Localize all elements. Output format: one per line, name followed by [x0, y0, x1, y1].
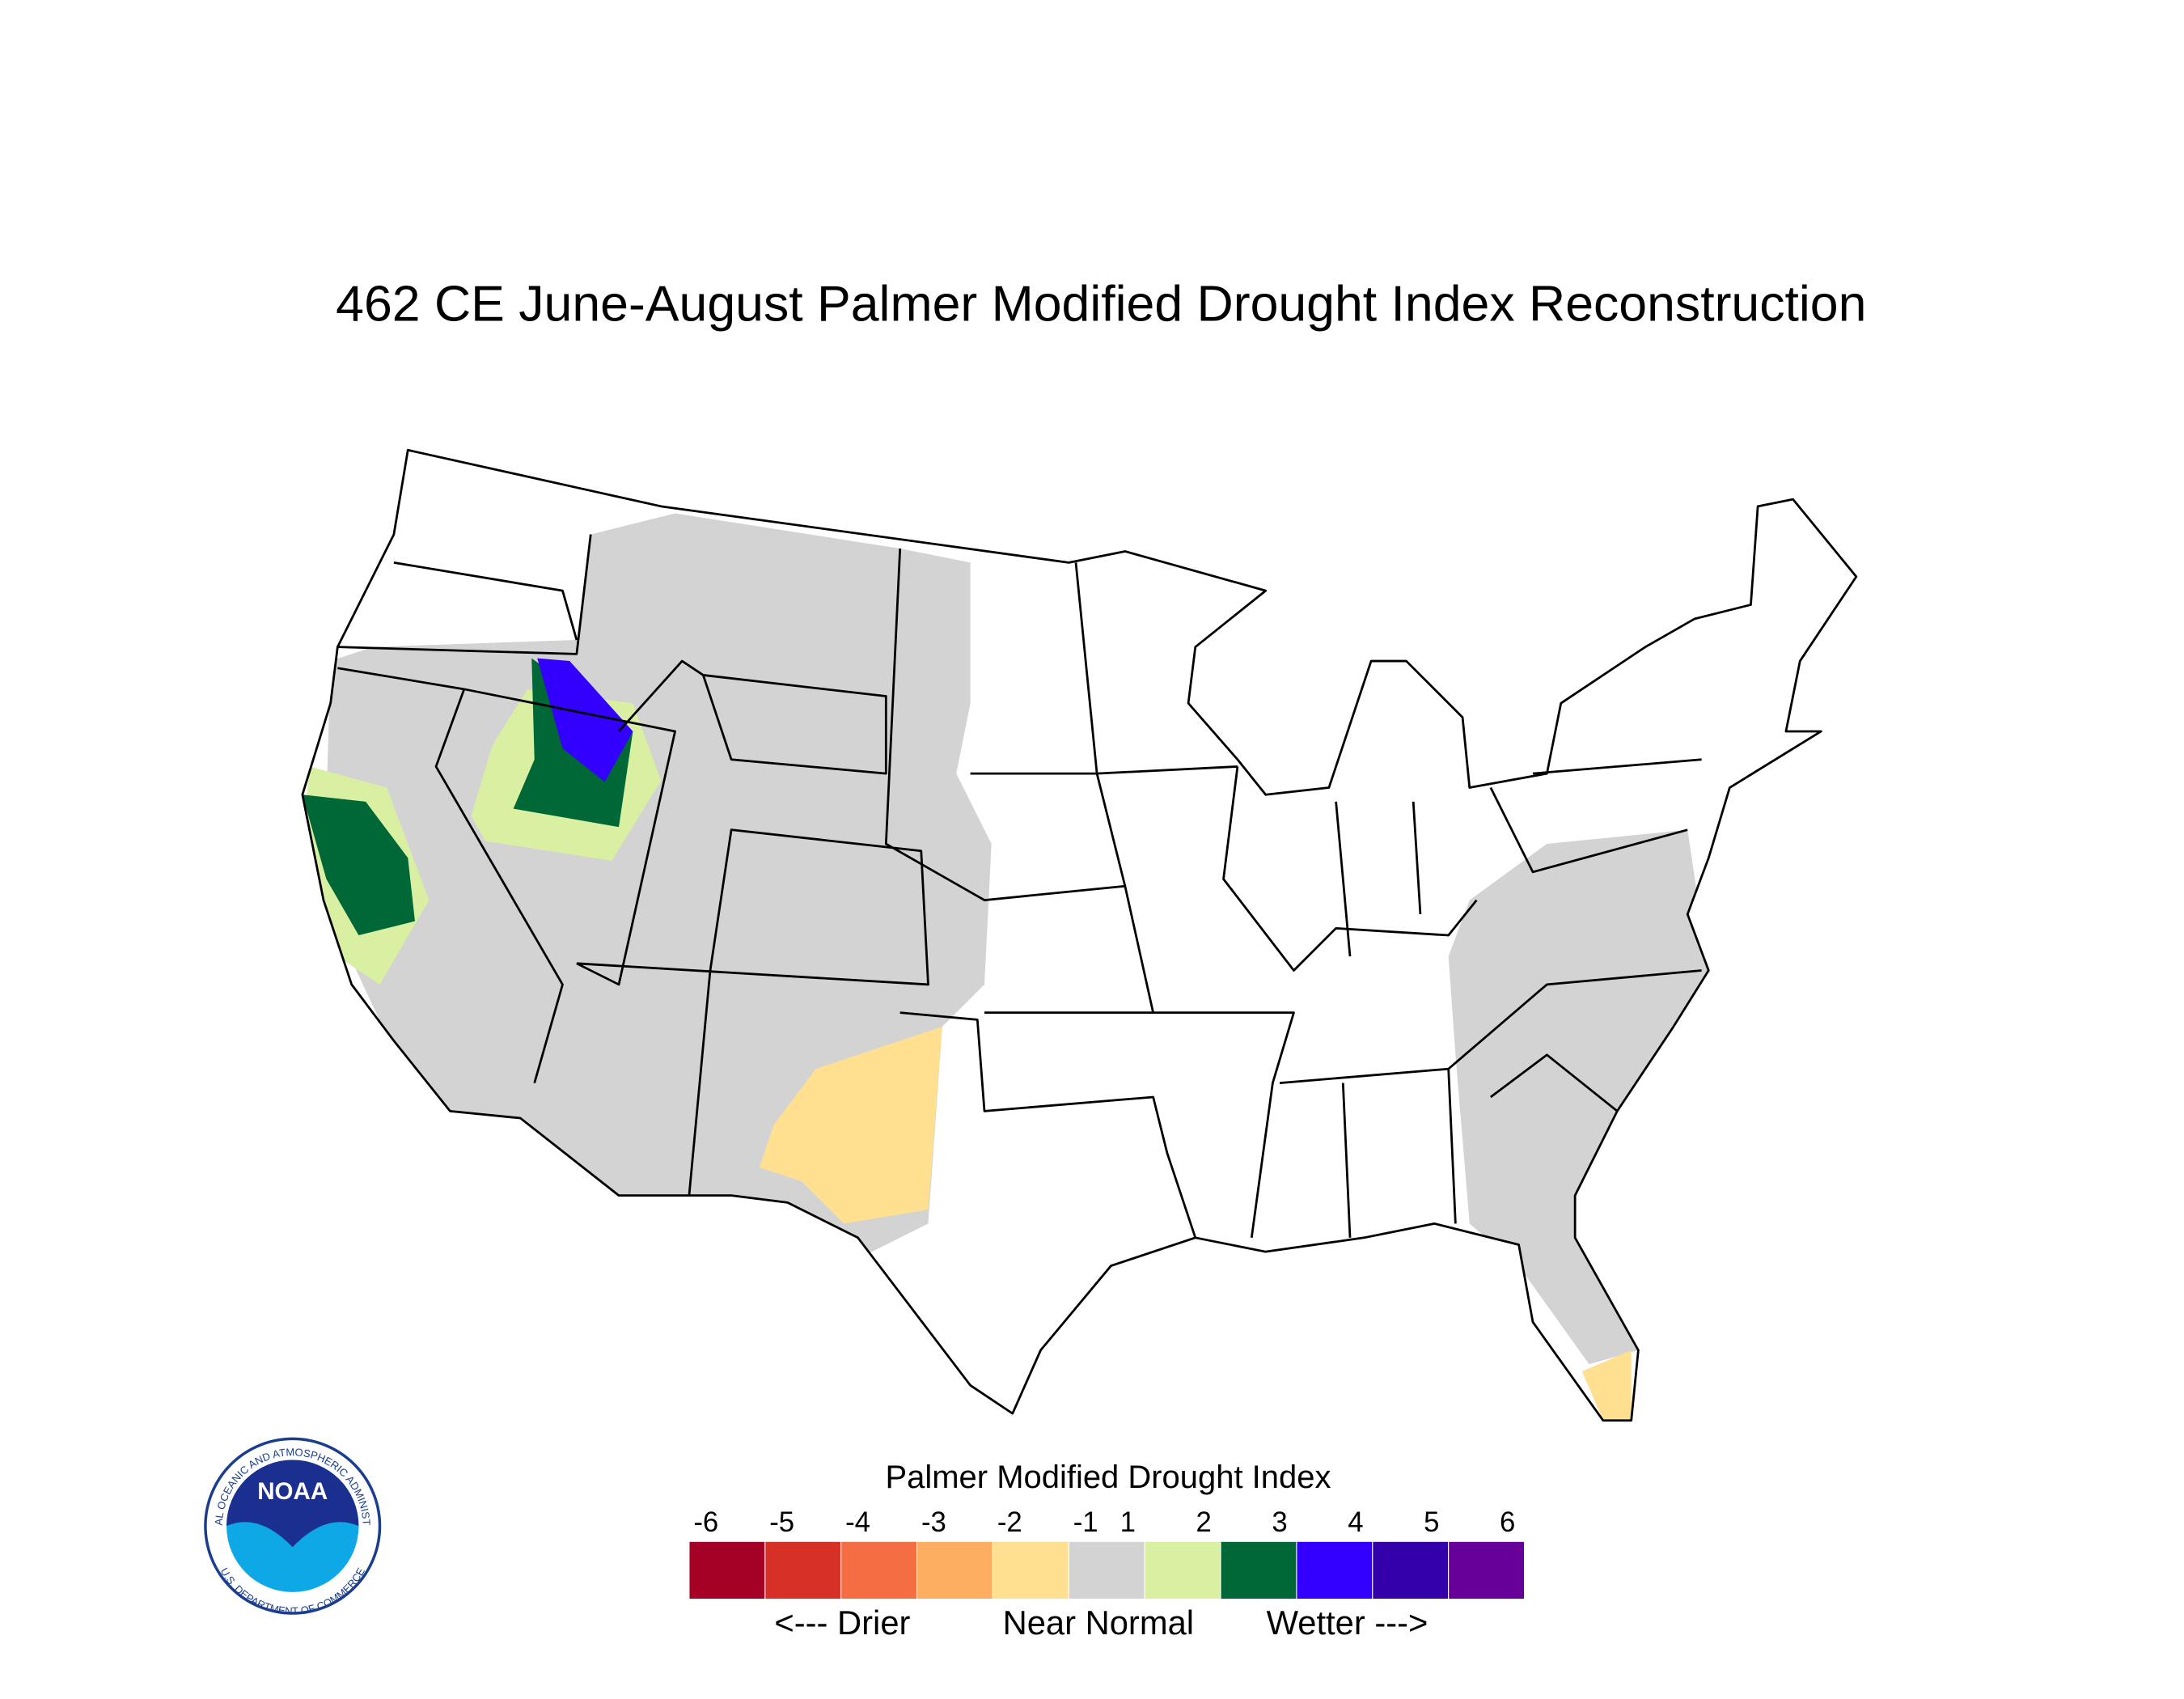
legend: Palmer Modified Drought Index -6 -5 -4 -3 -2… [688, 1460, 1526, 1642]
legend-swatch [1372, 1540, 1450, 1600]
legend-tick-label: -2 [997, 1507, 1022, 1538]
legend-swatch [1296, 1540, 1373, 1600]
legend-swatch [840, 1540, 918, 1600]
legend-tick-label: -5 [769, 1507, 794, 1538]
wetter-region [302, 794, 415, 936]
legend-swatch [1448, 1540, 1526, 1600]
legend-tick-label: 6 [1500, 1507, 1515, 1538]
legend-swatch [992, 1540, 1069, 1600]
legend-tick-label: 3 [1272, 1507, 1287, 1538]
legend-caption: <--- Drier [774, 1604, 910, 1642]
legend-title: Palmer Modified Drought Index [886, 1460, 1331, 1495]
title: 462 CE June-August Palmer Modified Droug… [336, 275, 1866, 332]
legend-tick-label: -6 [693, 1507, 718, 1538]
legend-swatch [688, 1540, 766, 1600]
near-normal-region [1448, 829, 1709, 1365]
legend-tick-label: 5 [1424, 1507, 1439, 1538]
legend-swatch [916, 1540, 993, 1600]
legend-swatch [1220, 1540, 1297, 1600]
legend-swatch [1144, 1540, 1221, 1600]
legend-tick-label: 4 [1348, 1507, 1363, 1538]
legend-tick-label: -4 [845, 1507, 870, 1538]
logo-name: NOAA [257, 1478, 328, 1505]
us-outline [301, 448, 1858, 1422]
legend-swatch [1068, 1540, 1145, 1600]
legend-tick-label: -3 [921, 1507, 946, 1538]
very-wet-region [537, 658, 633, 782]
legend-caption: Near Normal [1003, 1604, 1194, 1642]
map-fill [302, 450, 1856, 1421]
dry-region [759, 1027, 942, 1224]
legend-swatch [764, 1540, 842, 1600]
legend-tick-label: 2 [1196, 1507, 1212, 1538]
state-borders [301, 448, 1858, 1422]
legend-tick-label: -1 [1073, 1507, 1098, 1538]
logo-top [226, 1460, 359, 1548]
legend-caption: Wetter ---> [1267, 1604, 1428, 1642]
legend-tick-label: 1 [1120, 1507, 1136, 1538]
dry-region [1581, 1349, 1632, 1421]
